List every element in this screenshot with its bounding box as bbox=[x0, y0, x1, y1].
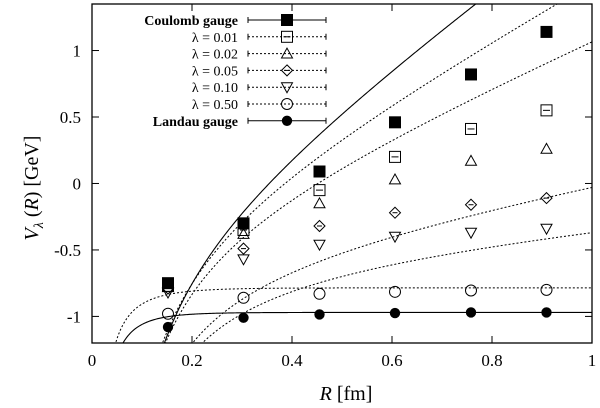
fit-curve bbox=[161, 4, 559, 343]
legend-label: Coulomb gauge bbox=[144, 14, 238, 29]
fit-curve bbox=[163, 4, 477, 343]
data-point bbox=[314, 309, 325, 320]
data-point bbox=[389, 285, 401, 298]
data-point bbox=[313, 165, 326, 178]
data-point bbox=[313, 184, 326, 197]
data-point bbox=[161, 280, 175, 293]
data-point bbox=[313, 219, 326, 233]
axis-ticks: 0 0.2 0.4 0.6 0.8 1 -1 -0.5 0 0.5 1 bbox=[54, 4, 596, 370]
x-tick-label: 0.6 bbox=[381, 351, 402, 370]
data-point bbox=[465, 284, 477, 297]
data-point bbox=[465, 122, 477, 135]
data-point bbox=[540, 25, 553, 38]
legend-label: Landau gauge bbox=[153, 115, 238, 130]
legend-marker bbox=[280, 82, 294, 94]
legend-marker bbox=[281, 30, 293, 43]
data-point bbox=[389, 150, 401, 163]
data-point bbox=[464, 227, 478, 240]
data-point bbox=[540, 191, 553, 205]
data-point bbox=[237, 227, 250, 239]
x-axis-label: R [fm] bbox=[319, 383, 373, 405]
x-tick-label: 0.8 bbox=[481, 351, 502, 370]
data-point bbox=[465, 307, 477, 318]
data-point bbox=[161, 282, 175, 295]
legend-label: λ = 0.50 bbox=[192, 98, 238, 113]
legend-marker bbox=[281, 115, 293, 126]
legend-label: λ = 0.02 bbox=[192, 48, 238, 63]
data-point bbox=[237, 217, 250, 230]
data-point bbox=[464, 154, 478, 166]
data-point bbox=[237, 254, 250, 266]
x-tick-label: 0.2 bbox=[181, 351, 202, 370]
legend-label: λ = 0.01 bbox=[192, 31, 238, 46]
data-point bbox=[238, 312, 249, 323]
data-point bbox=[313, 196, 326, 209]
x-tick-label: 1 bbox=[588, 351, 597, 370]
data-point bbox=[540, 223, 553, 236]
fit-curve bbox=[201, 232, 592, 343]
data-point bbox=[162, 307, 174, 320]
legend-label: λ = 0.05 bbox=[192, 64, 238, 79]
y-tick-label: 0 bbox=[73, 174, 82, 193]
data-point bbox=[540, 104, 553, 117]
x-tick-label: 0 bbox=[88, 351, 97, 370]
data-point bbox=[389, 116, 401, 129]
data-point bbox=[464, 198, 478, 211]
data-point bbox=[388, 231, 402, 244]
data-points bbox=[161, 25, 553, 333]
fit-curves bbox=[115, 4, 592, 343]
y-tick-label: -1 bbox=[67, 307, 81, 326]
fit-curve bbox=[122, 311, 592, 343]
legend-marker bbox=[281, 98, 293, 110]
data-point bbox=[388, 172, 402, 185]
data-point bbox=[540, 283, 553, 296]
data-point bbox=[389, 307, 401, 319]
data-point bbox=[161, 287, 175, 300]
data-point bbox=[388, 206, 402, 219]
data-point bbox=[465, 68, 477, 81]
data-point bbox=[162, 321, 174, 333]
fit-curve bbox=[191, 186, 592, 343]
y-tick-label: 0.5 bbox=[60, 108, 81, 127]
y-tick-label: 1 bbox=[73, 42, 82, 61]
plot-frame bbox=[91, 3, 593, 344]
data-point bbox=[237, 242, 250, 255]
data-point bbox=[313, 287, 326, 300]
legend-marker bbox=[281, 14, 293, 26]
y-axis-label: Vλ (R) [GeV] bbox=[21, 136, 47, 241]
data-point bbox=[237, 291, 250, 304]
data-point bbox=[540, 142, 553, 154]
legend-marker bbox=[280, 47, 294, 59]
data-point bbox=[313, 239, 326, 252]
x-tick-label: 0.4 bbox=[281, 351, 303, 370]
legend-label: λ = 0.10 bbox=[192, 81, 238, 96]
data-point bbox=[541, 307, 552, 318]
legend: Coulomb gauge λ = 0.01 λ = 0.02λ = 0.05 λ =… bbox=[144, 14, 327, 130]
y-tick-label: -0.5 bbox=[54, 241, 81, 260]
fit-curve bbox=[164, 41, 592, 343]
data-point bbox=[237, 224, 250, 236]
legend-marker bbox=[280, 64, 294, 77]
